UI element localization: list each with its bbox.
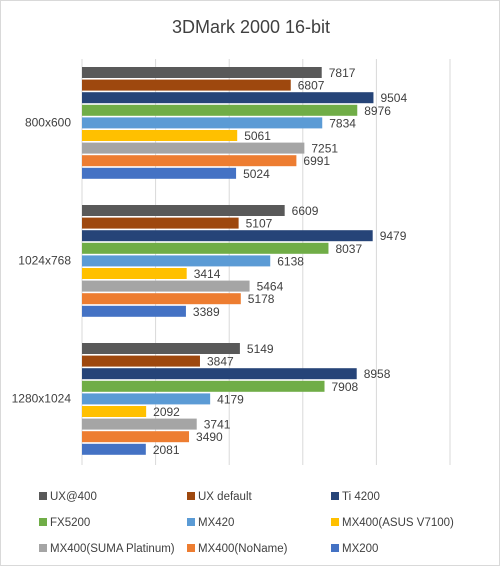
- data-label: 6807: [298, 79, 325, 93]
- category-labels-group: 800x600 1024x768 1280x1024: [12, 116, 72, 406]
- chart-title: 3DMark 2000 16-bit: [172, 17, 330, 37]
- bar: [82, 255, 271, 267]
- bar: [82, 230, 373, 242]
- data-label: 6609: [292, 204, 319, 218]
- bar: [82, 443, 146, 455]
- bar: [82, 280, 250, 292]
- legend-item: MX400(ASUS V7100): [331, 517, 454, 529]
- bars-group: [82, 67, 374, 455]
- bar: [82, 79, 291, 91]
- legend-label: MX200: [342, 543, 378, 555]
- legend-swatch: [39, 518, 47, 526]
- data-label: 3847: [207, 355, 234, 369]
- data-label: 2092: [153, 405, 180, 419]
- legend-item: MX200: [331, 543, 378, 555]
- data-label: 5178: [248, 292, 275, 306]
- data-label: 2081: [153, 443, 180, 457]
- legend-swatch: [331, 544, 339, 552]
- data-label: 5024: [243, 167, 270, 181]
- legend-swatch: [39, 544, 47, 552]
- data-label: 3741: [204, 418, 231, 432]
- data-label: 5061: [244, 129, 271, 143]
- legend-item: MX400(NoName): [187, 543, 288, 555]
- bar: [82, 305, 186, 317]
- bar: [82, 406, 147, 417]
- bar: [82, 393, 211, 405]
- legend-label: MX400(SUMA Platinum): [50, 543, 175, 555]
- category-label: 800x600: [25, 116, 71, 130]
- legend-label: MX400(ASUS V7100): [342, 517, 454, 529]
- data-label: 3389: [193, 305, 220, 319]
- data-label: 6991: [303, 154, 330, 168]
- bar: [82, 142, 305, 154]
- bar: [82, 217, 239, 229]
- data-label: 8037: [335, 242, 362, 256]
- data-label: 7908: [332, 380, 359, 394]
- legend-item: UX default: [187, 491, 253, 503]
- data-label: 3490: [196, 430, 223, 444]
- data-label: 4179: [217, 392, 244, 406]
- legend-label: FX5200: [50, 517, 90, 529]
- bar: [82, 368, 357, 380]
- bar: [82, 155, 297, 167]
- legend-swatch: [331, 518, 339, 526]
- data-label: 5107: [246, 217, 273, 231]
- legend-label: UX default: [198, 491, 253, 503]
- legend-swatch: [187, 544, 195, 552]
- bar: [82, 431, 190, 443]
- bar: [82, 268, 187, 279]
- data-label: 7834: [329, 116, 356, 130]
- legend-swatch: [331, 492, 339, 500]
- bar: [82, 130, 238, 141]
- bar: [82, 92, 374, 104]
- legend-label: MX400(NoName): [198, 543, 288, 555]
- legend-item: MX420: [187, 517, 234, 529]
- bar: [82, 167, 237, 179]
- legend-label: Ti 4200: [342, 491, 380, 503]
- legend-label: UX@400: [50, 491, 97, 503]
- legend-swatch: [187, 518, 195, 526]
- data-label: 3414: [194, 267, 221, 281]
- data-label: 8976: [364, 104, 391, 118]
- legend-item: Ti 4200: [331, 491, 380, 503]
- bar: [82, 343, 240, 354]
- bar: [82, 242, 329, 254]
- bar: [82, 117, 323, 129]
- data-label: 5149: [247, 342, 274, 356]
- data-label: 8958: [364, 367, 391, 381]
- data-label: 6138: [277, 254, 304, 268]
- data-label: 9504: [380, 91, 407, 105]
- legend-item: FX5200: [39, 517, 90, 529]
- bar: [82, 104, 358, 116]
- legend-swatch: [39, 492, 47, 500]
- category-label: 1024x768: [18, 254, 71, 268]
- bar: [82, 418, 197, 430]
- data-label: 5464: [257, 280, 284, 294]
- data-label: 9479: [380, 229, 407, 243]
- bar: [82, 293, 241, 305]
- data-label: 7251: [311, 142, 338, 156]
- bar: [82, 205, 285, 216]
- legend-item: UX@400: [39, 491, 97, 503]
- data-label: 7817: [329, 66, 356, 80]
- legend-swatch: [187, 492, 195, 500]
- category-label: 1280x1024: [12, 392, 72, 406]
- legend-label: MX420: [198, 517, 234, 529]
- bar: [82, 380, 325, 392]
- legend-item: MX400(SUMA Platinum): [39, 543, 175, 555]
- legend: UX@400 UX default Ti 4200 FX5200 MX420 MX400(…: [39, 491, 454, 555]
- bar: [82, 67, 322, 78]
- bar: [82, 355, 200, 367]
